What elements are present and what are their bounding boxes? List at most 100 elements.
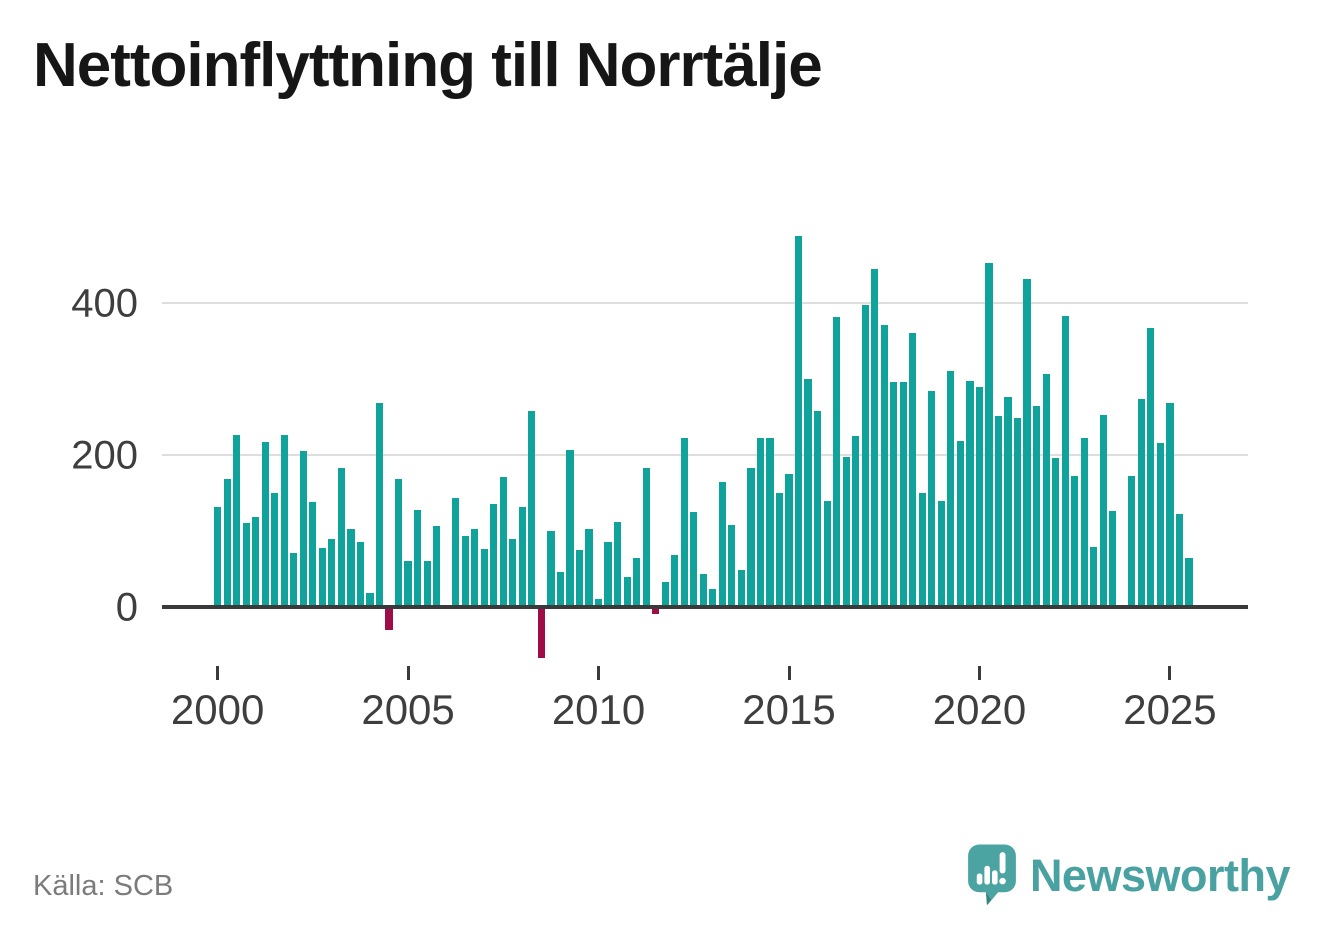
- x-axis-tick-2000: [216, 666, 220, 680]
- gridline-y200: [162, 454, 1248, 456]
- bar: [261, 442, 269, 607]
- y-axis-label-0: 0: [115, 585, 138, 630]
- bar: [1013, 417, 1022, 607]
- bar: [404, 560, 412, 607]
- bar: [633, 557, 641, 607]
- bar: [823, 501, 831, 607]
- bar: [347, 529, 355, 607]
- gridline-y400: [162, 302, 1248, 304]
- bar: [709, 588, 717, 607]
- bar: [975, 387, 984, 607]
- bar: [842, 457, 850, 607]
- bar: [937, 500, 945, 607]
- bar: [794, 236, 803, 607]
- bar: [623, 576, 631, 607]
- bar: [471, 528, 479, 607]
- page-title: Nettoinflyttning till Norrtälje: [33, 31, 823, 100]
- bar: [423, 561, 431, 607]
- bar: [233, 435, 241, 607]
- bar: [775, 493, 784, 607]
- bar: [556, 572, 565, 607]
- bar: [271, 493, 279, 607]
- bar: [1023, 279, 1031, 607]
- bar: [1156, 442, 1164, 607]
- bar: [223, 479, 231, 607]
- bar: [537, 609, 545, 659]
- bar: [242, 522, 250, 607]
- bar: [480, 549, 488, 607]
- x-axis-tick-2020: [977, 666, 981, 680]
- source-label: Källa: SCB: [33, 870, 174, 902]
- x-axis-label-2015: 2015: [742, 686, 836, 733]
- bar: [756, 438, 765, 607]
- bar: [452, 497, 460, 607]
- bar: [528, 410, 536, 607]
- bar: [728, 524, 736, 607]
- bar: [833, 317, 841, 607]
- bar: [328, 539, 336, 607]
- bar: [575, 550, 584, 607]
- bar: [509, 539, 517, 607]
- bar: [652, 609, 660, 615]
- bar: [214, 506, 222, 607]
- bar: [547, 531, 555, 607]
- speech-bubble-bar-chart-icon: [968, 844, 1016, 905]
- bar: [899, 382, 907, 607]
- bar: [1166, 403, 1174, 607]
- x-axis-tick-2015: [787, 666, 791, 680]
- bar: [613, 521, 622, 607]
- bar: [433, 526, 441, 607]
- bar: [909, 333, 917, 607]
- bar: [1042, 374, 1050, 607]
- bar: [1109, 511, 1117, 607]
- bar: [928, 391, 936, 607]
- bar: [804, 379, 812, 607]
- bar: [290, 553, 298, 607]
- bar: [490, 503, 498, 607]
- bar: [585, 529, 593, 607]
- x-axis-label-2005: 2005: [361, 686, 455, 733]
- x-axis-label-2010: 2010: [551, 686, 646, 733]
- y-axis-label-400: 400: [71, 281, 138, 326]
- bar: [280, 435, 288, 607]
- bar: [661, 581, 669, 607]
- bar: [642, 467, 650, 607]
- bar: [1147, 328, 1155, 607]
- bar: [318, 547, 326, 607]
- bar: [852, 436, 860, 607]
- bar: [956, 441, 965, 607]
- bar: [1052, 458, 1060, 607]
- newsworthy-logo: Newsworthy: [967, 844, 1291, 906]
- bar: [1175, 514, 1184, 607]
- bar: [994, 416, 1003, 607]
- bar: [871, 268, 879, 607]
- bar: [518, 506, 526, 607]
- bar: [356, 542, 365, 607]
- bar: [1004, 397, 1012, 607]
- bar: [718, 481, 726, 607]
- bar: [413, 509, 422, 607]
- bar: [699, 573, 707, 607]
- bar: [594, 598, 603, 607]
- bar: [375, 403, 384, 607]
- bar: [1099, 415, 1107, 607]
- bar: [671, 555, 679, 607]
- bar: [880, 325, 888, 607]
- newsworthy-wordmark: Newsworthy: [1029, 850, 1291, 901]
- bar: [766, 438, 774, 607]
- bar: [966, 381, 974, 607]
- bar: [918, 493, 926, 607]
- bar: [566, 450, 574, 607]
- bar: [461, 536, 469, 607]
- bar: [309, 502, 317, 607]
- bar: [1080, 438, 1088, 607]
- bar: [690, 512, 698, 607]
- bar: [985, 262, 993, 607]
- bar: [1061, 315, 1069, 607]
- bar: [861, 305, 869, 607]
- bar: [394, 479, 403, 607]
- bar: [1071, 475, 1079, 607]
- bar: [1185, 557, 1193, 607]
- bar: [737, 569, 745, 607]
